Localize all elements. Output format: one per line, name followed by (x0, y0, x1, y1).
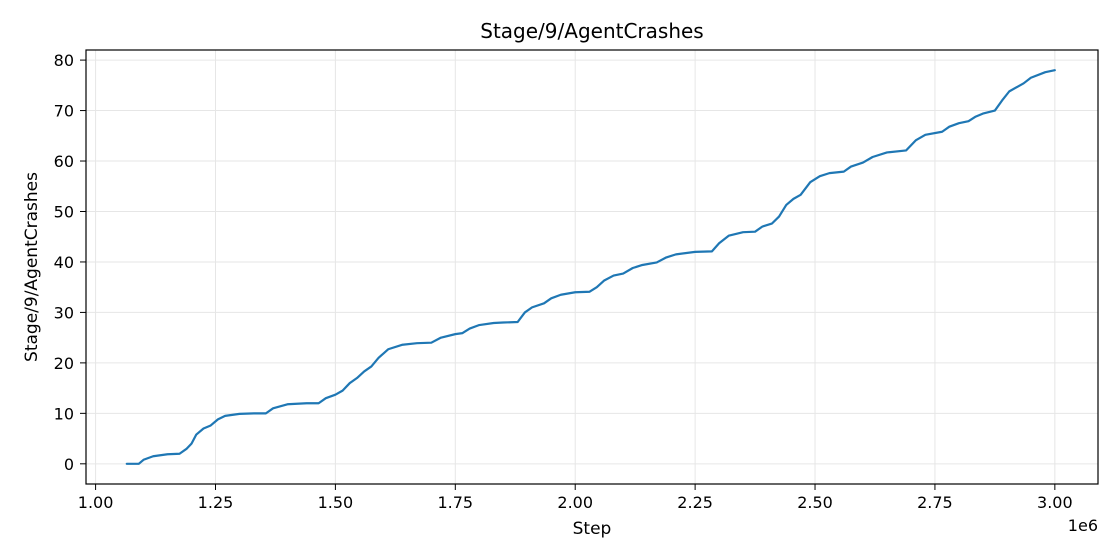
chart-title: Stage/9/AgentCrashes (480, 19, 703, 43)
y-axis: 0 10 20 30 40 50 60 70 80 (54, 51, 86, 474)
x-tick-label: 3.00 (1037, 493, 1073, 512)
y-tick-label: 20 (54, 354, 74, 373)
y-tick-label: 0 (64, 455, 74, 474)
x-tick-label: 2.00 (557, 493, 593, 512)
y-tick-label: 50 (54, 202, 74, 221)
grid-lines (86, 50, 1098, 484)
x-tick-label: 2.75 (917, 493, 953, 512)
x-tick-label: 2.25 (677, 493, 713, 512)
y-tick-label: 70 (54, 102, 74, 121)
series-group (125, 69, 1056, 465)
plot-frame (85, 49, 1099, 485)
x-axis-label: Step (573, 519, 612, 539)
y-tick-label: 30 (54, 303, 74, 322)
x-axis: 1.00 1.25 1.50 1.75 2.00 2.25 2.50 2.75 3.00 (78, 484, 1073, 512)
x-tick-label: 1.50 (318, 493, 354, 512)
y-tick-label: 80 (54, 51, 74, 70)
x-tick-label: 1.25 (198, 493, 234, 512)
series-line (125, 69, 1056, 465)
y-tick-label: 40 (54, 253, 74, 272)
y-tick-label: 10 (54, 404, 74, 423)
x-tick-label: 1.00 (78, 493, 114, 512)
y-axis-label: Stage/9/AgentCrashes (22, 172, 42, 362)
x-axis-offset-label: 1e6 (1068, 516, 1098, 535)
x-tick-label: 1.75 (437, 493, 473, 512)
y-tick-label: 60 (54, 152, 74, 171)
x-tick-label: 2.50 (797, 493, 833, 512)
